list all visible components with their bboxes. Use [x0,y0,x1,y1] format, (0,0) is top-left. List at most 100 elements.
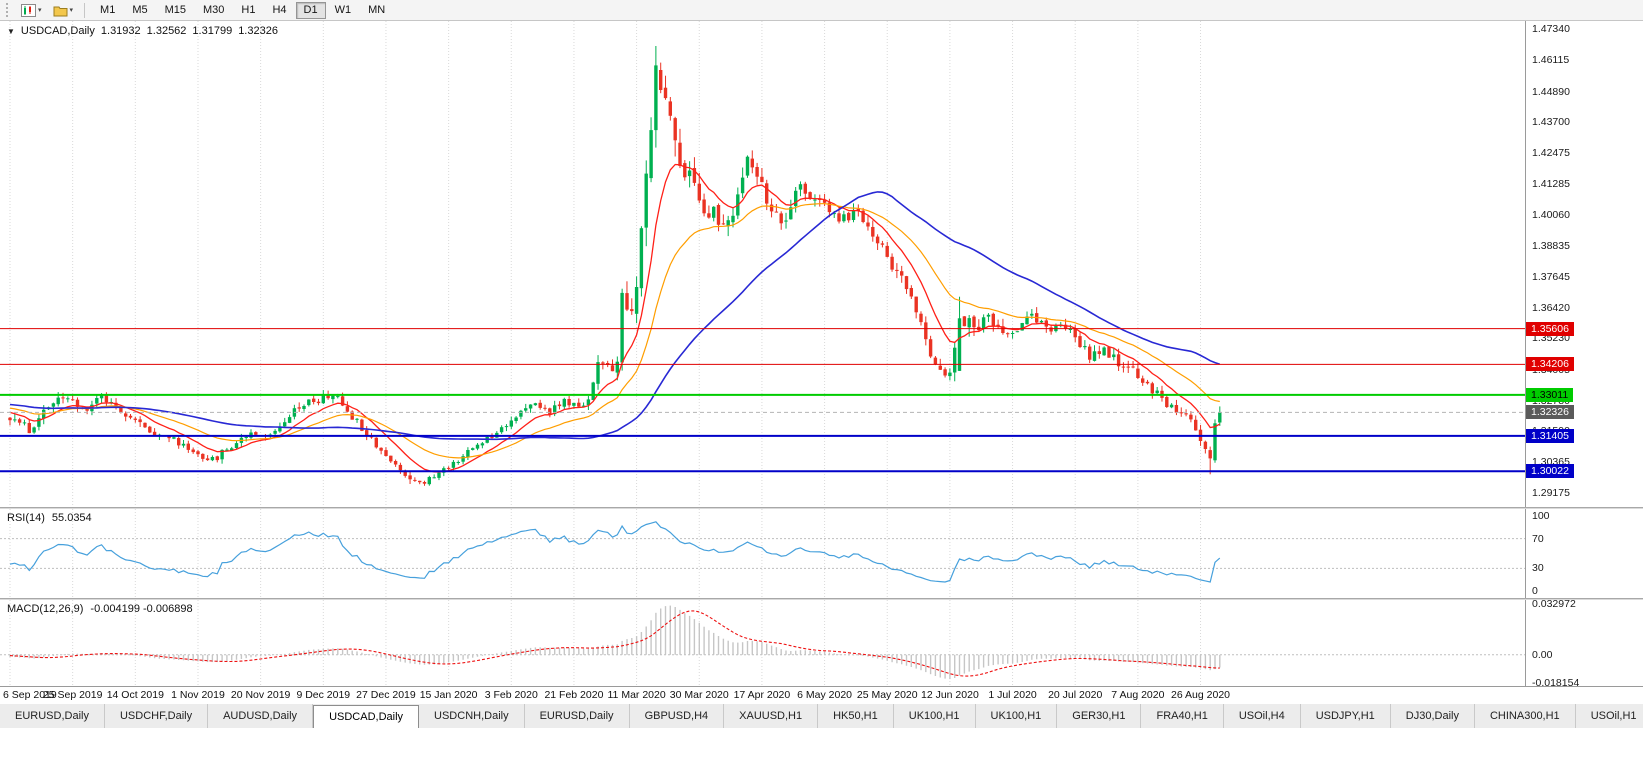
date-axis-label: 12 Jun 2020 [920,689,979,701]
date-axis-label: 26 Aug 2020 [1171,689,1231,701]
date-axis-label: 20 Jul 2020 [1048,689,1103,701]
chart-dropdown-icon[interactable]: ▼ [7,26,15,36]
macd-canvas[interactable] [0,600,1525,686]
timeframe-button-m15[interactable]: M15 [157,2,194,19]
moving-average-50[interactable] [9,191,1221,441]
chart-profiles-button[interactable]: ▾ [49,1,78,19]
macd-panel: MACD(12,26,9) -0.004199 -0.006898 [0,600,1525,686]
macd-label-line: MACD(12,26,9) -0.004199 -0.006898 [7,603,193,615]
level-price-tag: 1.34206 [1526,357,1574,371]
panel-separator[interactable] [0,598,1643,600]
timeframe-button-w1[interactable]: W1 [327,2,360,19]
level-price-tag: 1.33011 [1526,388,1574,402]
date-axis-label: 21 Feb 2020 [544,689,604,701]
timeframe-button-d1[interactable]: D1 [295,1,326,19]
rsi-axis-label: 30 [1532,562,1544,574]
chart-tab-11[interactable]: GER30,H1 [1057,704,1142,728]
chart-tab-2[interactable]: AUDUSD,Daily [208,704,314,728]
rsi-panel: RSI(14) 55.0354 [0,509,1525,598]
ohlc-open: 1.31932 [100,25,141,37]
moving-average-25[interactable] [9,202,1220,459]
timeframe-toolbar: M1 M5 M15 M30 H1 H4 D1 W1 MN [92,1,393,19]
date-axis-label: 6 Sep 2019 [3,689,57,701]
chart-tab-4[interactable]: USDCNH,Daily [419,704,525,728]
timeframe-button-m30[interactable]: M30 [195,2,232,19]
chart-tab-17[interactable]: USOil,H1 [1576,704,1643,728]
price-tick-label: 1.46115 [1532,54,1570,66]
timeframe-button-h4[interactable]: H4 [264,2,294,19]
date-axis-label: 27 Dec 2019 [356,689,416,701]
rsi-line [9,521,1221,583]
rsi-axis-label: 0 [1532,585,1538,597]
toolbar-separator [84,2,86,18]
date-axis-label: 17 Apr 2020 [733,689,791,701]
time-axis[interactable]: 6 Sep 2019 25 Sep 2019 14 Oct 2019 1 Nov 20… [0,686,1643,704]
date-axis-label: 25 Sep 2019 [42,689,103,701]
chart-info-line: ▼ USDCAD,Daily 1.31932 1.32562 1.31799 1… [7,25,278,37]
chart-tab-13[interactable]: USOil,H4 [1224,704,1301,728]
panel-separator[interactable] [0,507,1643,509]
chart-tab-15[interactable]: DJ30,Daily [1391,704,1475,728]
date-axis-label: 14 Oct 2019 [106,689,164,701]
rsi-axis-label: 100 [1532,510,1550,522]
rsi-indicator-value: 55.0354 [51,512,92,524]
price-tick-label: 1.36420 [1532,302,1570,314]
chart-tab-14[interactable]: USDJPY,H1 [1301,704,1391,728]
chart-tab-5[interactable]: EURUSD,Daily [525,704,630,728]
chart-tab-8[interactable]: HK50,H1 [818,704,894,728]
timeframe-button-h1[interactable]: H1 [233,2,263,19]
chart-symbol-label: USDCAD,Daily [20,25,95,37]
price-tick-label: 1.44890 [1532,86,1570,98]
timeframe-button-mn[interactable]: MN [360,2,393,19]
chart-tabs-bar: EURUSD,Daily USDCHF,Daily AUDUSD,Daily USDC… [0,703,1643,728]
ohlc-high: 1.32562 [146,25,187,37]
new-chart-button[interactable]: ▾ [17,1,46,19]
level-price-tag: 1.30022 [1526,464,1574,478]
chart-tab-1[interactable]: USDCHF,Daily [105,704,209,728]
date-axis-label: 7 Aug 2020 [1111,689,1165,701]
chart-tab-12[interactable]: FRA40,H1 [1141,704,1224,728]
chart-tab-9[interactable]: UK100,H1 [894,704,976,728]
price-tick-label: 1.43700 [1532,116,1570,128]
macd-signal-line [9,610,1220,677]
price-axis[interactable]: 1.47340 1.46115 1.44890 1.43700 1.42475 1.412… [1525,21,1643,689]
date-axis-label: 6 May 2020 [797,689,853,701]
top-toolbar: ▾ ▾ M1 M5 M15 M30 H1 H4 D1 W1 MN [0,0,1643,21]
chart-tab-0[interactable]: EURUSD,Daily [0,704,105,728]
rsi-canvas[interactable] [0,509,1525,598]
date-axis-label: 9 Dec 2019 [296,689,351,701]
bottom-strip [0,728,1643,763]
macd-indicator-name: MACD(12,26,9) [7,603,84,615]
moving-average-10[interactable] [9,163,1221,473]
toolbar-grip[interactable] [6,3,11,17]
date-axis-label: 30 Mar 2020 [669,689,729,701]
date-axis-label: 1 Nov 2019 [171,689,225,701]
chart-tab-7[interactable]: XAUUSD,H1 [724,704,819,728]
price-tick-label: 1.38835 [1532,240,1570,252]
chart-tab-10[interactable]: UK100,H1 [976,704,1058,728]
date-axis-label: 15 Jan 2020 [419,689,478,701]
date-axis-label: 20 Nov 2019 [230,689,291,701]
rsi-indicator-name: RSI(14) [7,512,45,524]
price-tick-label: 1.41285 [1532,178,1570,190]
price-tick-label: 1.37645 [1532,271,1570,283]
price-tick-label: 1.29175 [1532,487,1570,499]
macd-indicator-values: -0.004199 -0.006898 [90,603,193,615]
chart-area: ▼ USDCAD,Daily 1.31932 1.32562 1.31799 1… [0,21,1643,704]
chart-tab-6[interactable]: GBPUSD,H4 [630,704,725,728]
date-axis-label: 3 Feb 2020 [484,689,538,701]
chart-tab-3[interactable]: USDCAD,Daily [313,705,420,728]
grid-lines [9,509,1202,598]
rsi-axis-label: 70 [1532,533,1544,545]
main-chart-canvas[interactable] [0,21,1525,507]
timeframe-button-m1[interactable]: M1 [92,2,123,19]
macd-axis-label: 0.00 [1532,649,1553,661]
timeframe-button-m5[interactable]: M5 [124,2,155,19]
price-tick-label: 1.47340 [1532,23,1570,35]
date-axis-label: 1 Jul 2020 [988,689,1037,701]
ohlc-close: 1.32326 [238,25,278,37]
rsi-label-line: RSI(14) 55.0354 [7,512,92,524]
price-tick-label: 1.40060 [1532,209,1570,221]
chart-tab-16[interactable]: CHINA300,H1 [1475,704,1576,728]
